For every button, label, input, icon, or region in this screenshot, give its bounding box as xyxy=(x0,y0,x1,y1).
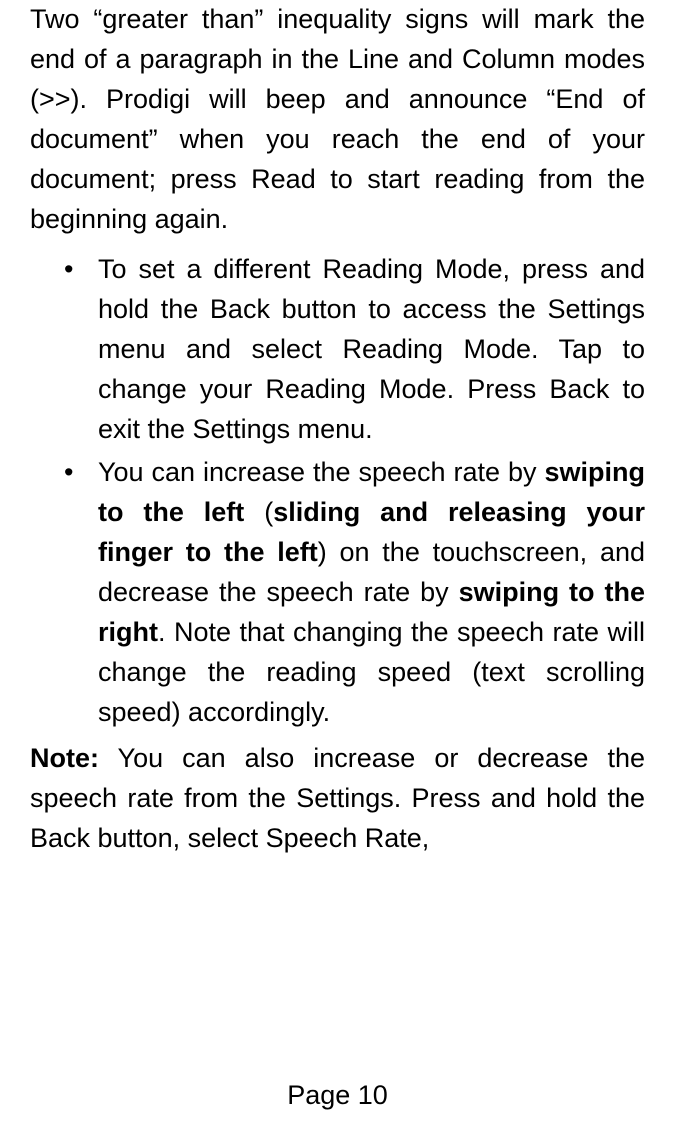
text-run: To set a different Reading Mode, press a… xyxy=(98,254,645,444)
note-paragraph: Note: You can also increase or decrease … xyxy=(30,739,645,859)
list-item: You can increase the speech rate by swip… xyxy=(30,453,645,733)
page: Two “greater than” inequality signs will… xyxy=(0,0,675,1139)
list-item: To set a different Reading Mode, press a… xyxy=(30,250,645,450)
text-run: Note: xyxy=(30,743,99,773)
text-run: . Note that changing the speech rate wil… xyxy=(98,617,645,727)
text-run: You can increase the speech rate by xyxy=(98,457,545,487)
text-run: ( xyxy=(244,497,273,527)
page-footer: Page 10 xyxy=(0,1080,675,1111)
text-run: You can also increase or decrease the sp… xyxy=(30,743,645,853)
intro-paragraph: Two “greater than” inequality signs will… xyxy=(30,0,645,240)
bullet-list: To set a different Reading Mode, press a… xyxy=(30,250,645,733)
